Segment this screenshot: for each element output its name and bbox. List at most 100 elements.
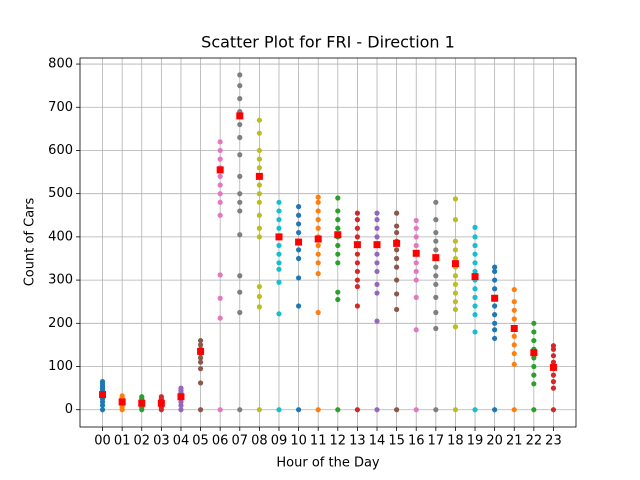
point [374, 210, 380, 216]
mean-marker [373, 241, 381, 249]
x-tick-label: 22 [526, 434, 543, 449]
point [511, 361, 517, 367]
x-tick-label: 19 [467, 434, 484, 449]
point [256, 117, 262, 123]
x-tick-label: 13 [349, 434, 366, 449]
point [335, 216, 341, 223]
point [197, 359, 204, 365]
mean-marker [334, 231, 342, 239]
point [433, 309, 439, 316]
point [335, 251, 341, 257]
point [315, 309, 321, 316]
x-tick-label: 07 [232, 434, 249, 449]
point [237, 152, 243, 158]
point [158, 394, 164, 400]
point [315, 194, 321, 200]
y-tick-label: 800 [48, 57, 73, 72]
point [335, 407, 341, 413]
x-tick-label: 06 [212, 434, 229, 449]
point [354, 234, 361, 240]
x-axis-label: Hour of the Day [276, 456, 380, 471]
x-tick-label: 14 [369, 434, 386, 449]
point [452, 281, 459, 288]
point [511, 299, 517, 305]
point [217, 199, 223, 205]
mean-marker [314, 235, 322, 243]
point [452, 306, 459, 313]
point [472, 407, 478, 413]
point [472, 268, 478, 275]
point [374, 318, 380, 324]
point [511, 350, 517, 357]
point [295, 275, 302, 281]
point [256, 234, 262, 240]
point [413, 217, 419, 224]
point [531, 337, 537, 344]
point [315, 199, 321, 205]
point [295, 247, 302, 253]
point [394, 210, 400, 216]
point [394, 223, 400, 229]
mean-marker [236, 112, 244, 120]
point [354, 216, 361, 223]
point [197, 355, 204, 361]
mean-marker [549, 363, 557, 371]
point [354, 210, 361, 216]
point [472, 303, 478, 309]
point [492, 407, 498, 413]
point [354, 225, 361, 231]
point [492, 335, 498, 342]
y-tick-label: 400 [48, 229, 73, 244]
point [276, 279, 282, 285]
point [511, 316, 517, 322]
point [413, 260, 419, 266]
point [472, 329, 478, 335]
point [374, 234, 380, 240]
point [452, 247, 459, 253]
x-tick-label: 18 [447, 434, 464, 449]
y-tick-label: 100 [48, 359, 73, 374]
point [217, 147, 223, 154]
point [295, 212, 302, 218]
point [256, 182, 262, 188]
point [374, 290, 380, 296]
point [492, 286, 498, 292]
point [256, 212, 262, 218]
y-tick-label: 300 [48, 273, 73, 288]
mean-marker [295, 238, 303, 246]
point [394, 306, 400, 313]
point [276, 311, 282, 317]
point [354, 407, 361, 413]
x-tick-label: 05 [192, 434, 209, 449]
x-tick-label: 12 [330, 434, 347, 449]
point [256, 407, 262, 413]
point [413, 327, 419, 333]
x-tick-label: 09 [271, 434, 288, 449]
point [531, 363, 537, 370]
mean-marker [118, 398, 126, 406]
x-tick-label: 01 [114, 434, 131, 449]
y-axis-label: Count of Cars [23, 197, 38, 286]
point [433, 229, 439, 236]
point [295, 204, 302, 210]
point [452, 273, 459, 279]
mean-marker [393, 239, 401, 247]
point [472, 251, 478, 257]
point [354, 283, 361, 290]
point [413, 225, 419, 231]
point [394, 407, 400, 413]
point [276, 242, 282, 249]
point [256, 147, 262, 154]
mean-marker [197, 347, 205, 355]
point [315, 216, 321, 223]
point [433, 264, 439, 270]
point [276, 407, 282, 413]
point [472, 286, 478, 292]
x-tick-label: 02 [133, 434, 150, 449]
point [433, 325, 439, 332]
point [374, 225, 380, 231]
point [217, 191, 223, 197]
x-tick-label: 17 [428, 434, 445, 449]
